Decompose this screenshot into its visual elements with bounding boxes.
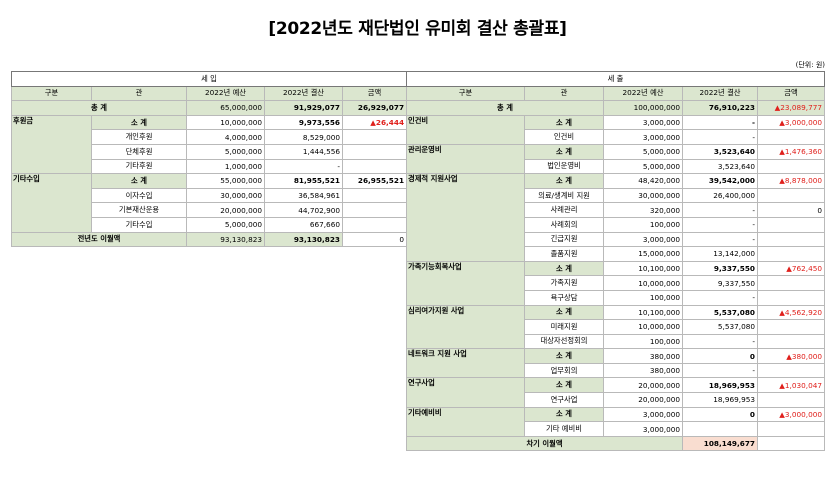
table-row: 연구사업 소 계 20,000,000 18,969,953 ▲1,030,04… xyxy=(406,377,826,408)
income-table: 세 입 구분 관 2022년 예산 2022년 결산 금액 총 계 65,000… xyxy=(10,71,408,248)
col-header: 2022년 예산 xyxy=(603,85,683,102)
expense-table: 세 출 구분 관 2022년 예산 2022년 결산 금액 총 계 100,00… xyxy=(405,71,826,452)
table-row: 기본재산운용 20,000,000 44,702,900 xyxy=(12,202,408,218)
table-row: 기타수입 소 계 55,000,000 81,955,521 26,955,52… xyxy=(11,173,408,233)
income-header-row: 구분 관 2022년 예산 2022년 결산 금액 xyxy=(11,85,408,102)
col-header: 관 xyxy=(524,85,604,102)
table-row: 대상자선정회의 100,000 - xyxy=(407,333,826,350)
col-header: 구분 xyxy=(406,85,525,102)
col-header: 금액 xyxy=(756,85,826,102)
table-row: 네트워크 지원 사업 소 계 380,000 0 ▲380,000 xyxy=(406,348,826,379)
table-row: 연구사업 20,000,000 18,969,953 xyxy=(407,392,826,408)
page-title: [2022년도 재단법인 유미회 결산 총괄표] xyxy=(268,19,567,39)
table-row: 개인후원 4,000,000 8,529,000 xyxy=(12,129,408,145)
table-row: 기타예비비 소 계 3,000,000 0 ▲3,000,000 xyxy=(406,406,826,437)
table-row: 후원금 소 계 10,000,000 9,973,556 ▲26,444 xyxy=(11,114,408,175)
table-row: 졸품지원 15,000,000 13,142,000 xyxy=(407,246,826,262)
col-header: 금액 xyxy=(341,85,408,102)
unit-label: (단위: 원) xyxy=(795,61,825,69)
table-row: 관리운영비 소 계 5,000,000 3,523,640 ▲1,476,360 xyxy=(406,143,826,175)
table-row: 가족지원 10,000,000 9,337,550 xyxy=(407,275,826,291)
expense-header-row: 구분 관 2022년 예산 2022년 결산 금액 xyxy=(406,85,826,102)
expense-carry-row: 차기 이월액 108,149,677 xyxy=(406,435,826,452)
table-row: 인건비 소 계 3,000,000 - ▲3,000,000 xyxy=(406,114,826,145)
table-row: 업무회의 380,000 - xyxy=(407,362,826,379)
expense-section-title: 세 출 xyxy=(405,71,826,87)
table-row: 이자수입 30,000,000 36,584,961 xyxy=(12,187,408,204)
col-header: 구분 xyxy=(11,85,92,102)
income-section-title: 세 입 xyxy=(10,71,408,87)
income-carry-row: 전년도 이월액 93,130,823 93,130,823 0 xyxy=(11,231,408,248)
table-row: 기타 예비비 3,000,000 xyxy=(407,421,826,437)
table-row: 경제적 지원사업 소 계 48,420,000 39,542,000 ▲8,87… xyxy=(406,173,826,262)
col-header: 2022년 결산 xyxy=(682,85,758,102)
table-row: 심리여가지원 사업 소 계 10,100,000 5,537,080 ▲4,56… xyxy=(406,304,826,350)
table-row: 가족기능회복사업 소 계 10,100,000 9,337,550 ▲762,4… xyxy=(406,260,826,306)
table-row: 인건비 3,000,000 - xyxy=(407,129,826,145)
expense-total-row: 총 계 100,000,000 76,910,223 ▲23,089,777 xyxy=(406,100,826,116)
table-row: 의료/생계비 지원 30,000,000 26,400,000 xyxy=(407,187,826,204)
col-header: 관 xyxy=(91,85,187,102)
table-row: 긴급지원 3,000,000 - xyxy=(407,231,826,248)
col-header: 2022년 예산 xyxy=(186,85,265,102)
col-header: 2022년 결산 xyxy=(264,85,343,102)
table-row: 사례관리 320,000 - 0 xyxy=(407,202,826,218)
income-total-row: 총 계 65,000,000 91,929,077 26,929,077 xyxy=(11,100,408,116)
